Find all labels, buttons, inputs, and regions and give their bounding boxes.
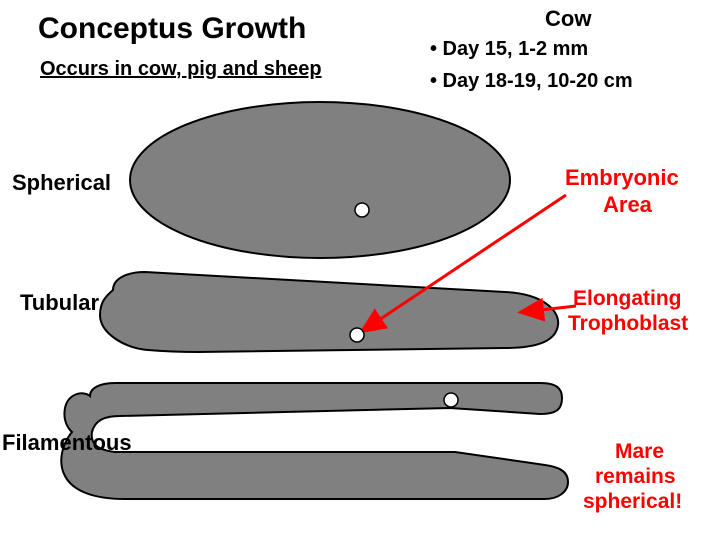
label-tubular: Tubular xyxy=(20,290,99,316)
spherical-shape xyxy=(130,102,510,258)
bullet-day15: • Day 15, 1-2 mm xyxy=(430,38,588,61)
label-spherical-bang: spherical! xyxy=(583,490,682,514)
embryonic-dot-2 xyxy=(350,328,364,342)
label-mare: Mare xyxy=(615,440,664,464)
tubular-shape xyxy=(100,272,558,352)
filamentous-shape xyxy=(61,383,568,499)
label-filamentous: Filamentous xyxy=(2,430,132,456)
label-trophoblast: Trophoblast xyxy=(568,312,688,336)
label-embryonic-2: Area xyxy=(603,192,652,218)
subtitle: Occurs in cow, pig and sheep xyxy=(40,58,322,81)
embryonic-dot-3 xyxy=(444,393,458,407)
label-embryonic-1: Embryonic xyxy=(565,165,679,191)
label-remains: remains xyxy=(595,465,676,489)
cow-header: Cow xyxy=(545,6,591,32)
label-elongating: Elongating xyxy=(573,287,682,311)
embryonic-dot-1 xyxy=(355,203,369,217)
bullet-day18: • Day 18-19, 10-20 cm xyxy=(430,70,633,93)
page-title: Conceptus Growth xyxy=(38,12,306,46)
label-spherical: Spherical xyxy=(12,170,111,196)
